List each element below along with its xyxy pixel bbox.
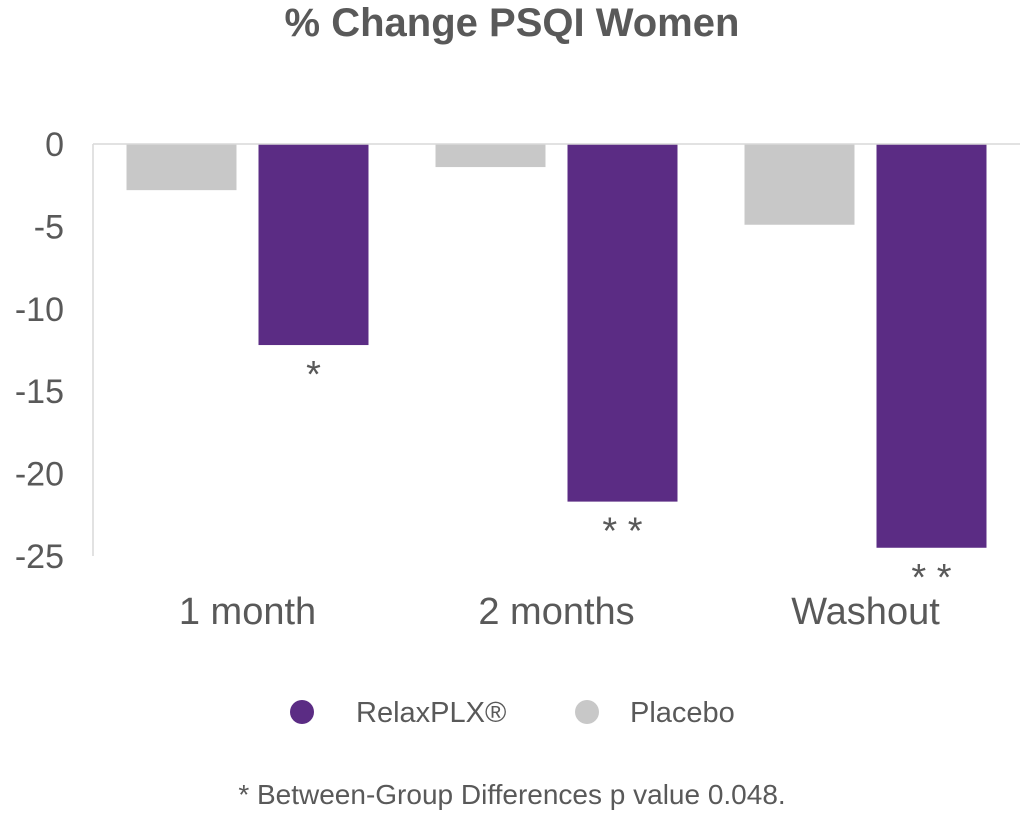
y-tick-label: -25 xyxy=(15,538,64,576)
y-tick-label: -5 xyxy=(34,208,64,246)
bar-relaxplx-2 xyxy=(876,144,987,548)
bar-placebo-1 xyxy=(435,144,546,168)
y-tick-label: -10 xyxy=(15,291,64,329)
bar-relaxplx-1 xyxy=(567,144,678,502)
x-category-label: Washout xyxy=(791,591,940,633)
y-tick-label: -15 xyxy=(15,373,64,411)
significance-marker: * xyxy=(306,354,321,396)
legend-label-relaxplx: RelaxPLX® xyxy=(356,697,506,729)
bar-placebo-2 xyxy=(744,144,855,225)
significance-marker: * * xyxy=(602,511,642,553)
y-tick-label: 0 xyxy=(45,126,64,164)
legend-marker-placebo xyxy=(575,700,599,724)
legend-label-placebo: Placebo xyxy=(630,697,735,729)
y-tick-label: -20 xyxy=(15,456,64,494)
chart-title: % Change PSQI Women xyxy=(284,1,740,45)
x-category-label: 2 months xyxy=(478,591,634,633)
significance-marker: * * xyxy=(911,557,951,599)
x-category-label: 1 month xyxy=(179,591,316,633)
legend-marker-relaxplx xyxy=(290,700,314,724)
footnote: * Between-Group Differences p value 0.04… xyxy=(238,779,786,810)
bar-placebo-0 xyxy=(126,144,237,191)
bar-relaxplx-0 xyxy=(258,144,369,346)
